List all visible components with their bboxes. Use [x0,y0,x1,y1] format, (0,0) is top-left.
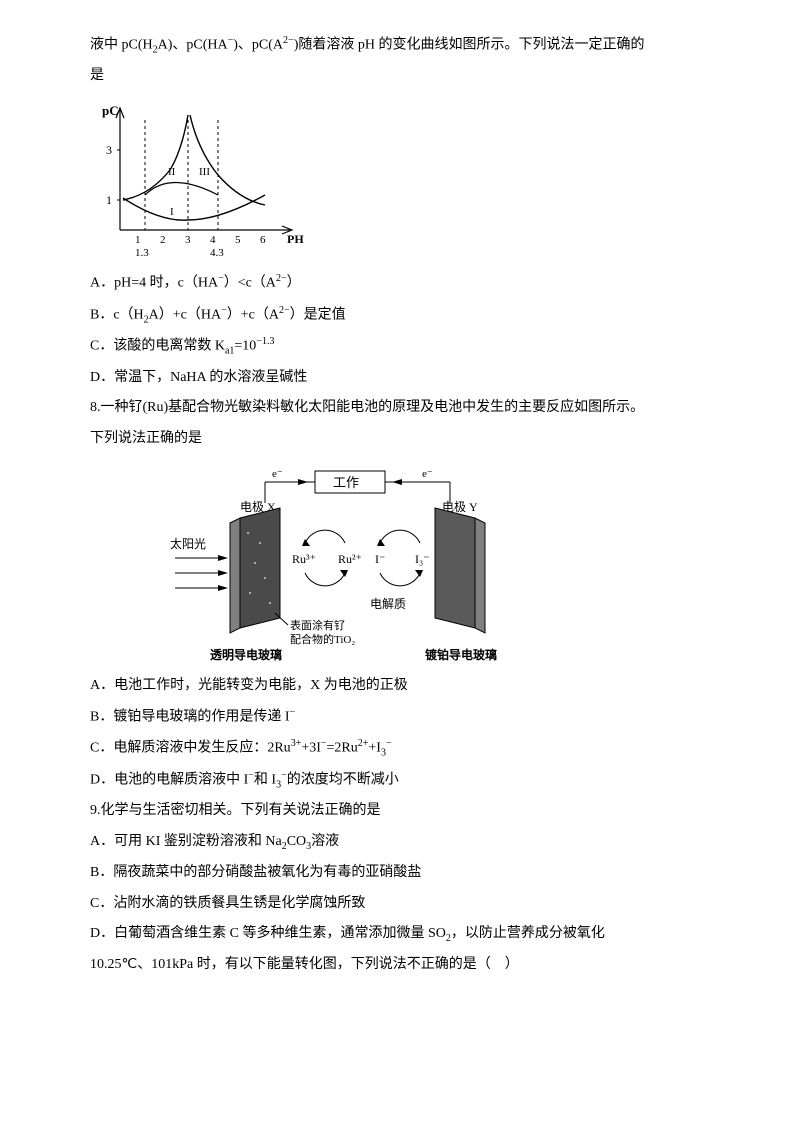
ytick: 3 [106,143,112,157]
t: 液中 pC(H [90,38,153,53]
t: D．电池的电解质溶液中 I [90,772,248,787]
svg-text:Ru²⁺: Ru²⁺ [338,552,362,566]
q8-opt-d: D．电池的电解质溶液中 I−和 I3−的浓度均不断减小 [90,765,710,796]
t: A．pH=4 时，c（HA [90,276,218,291]
t: )随着溶液 pH 的变化曲线如图所示。下列说法一定正确的 [294,38,645,53]
xtick: 1 [135,234,141,246]
xtick: 4 [210,234,216,246]
t: CO [287,834,306,849]
pc-ph-chart: pC 1 3 1 2 3 4 5 6 PH 1.3 4.3 I [90,100,710,260]
glass-left-label: 透明导电玻璃 [210,647,282,662]
t: D．白葡萄酒含维生素 C 等多种维生素，通常添加微量 SO [90,926,446,941]
svg-text:e⁻: e⁻ [422,468,433,480]
tio2-label-a: 表面涂有钌 [290,618,345,632]
q9-opt-d: D．白葡萄酒含维生素 C 等多种维生素，通常添加微量 SO2，以防止营养成分被氧… [90,919,710,950]
sub: a1 [225,346,234,357]
electrolyte-label: 电解质 [370,597,406,611]
q7-opt-c: C．该酸的电离常数 Ka1=10−1.3 [90,331,710,362]
q9-opt-a: A．可用 KI 鉴别淀粉溶液和 Na2CO3溶液 [90,827,710,858]
t: 溶液 [311,834,339,849]
t: +3I [301,741,321,756]
t: B．c（H [90,307,144,322]
tio2-label-b: 配合物的TiO₂ [290,632,355,646]
t: ）<c（A [224,276,276,291]
intro-line1: 液中 pC(H2A)、pC(HA−)、pC(A2−)随着溶液 pH 的变化曲线如… [90,30,710,61]
svg-text:II: II [168,166,176,178]
q8-line2: 下列说法正确的是 [90,424,710,455]
t: =2Ru [327,741,358,756]
sub: 3 [381,748,386,759]
ytick: 1 [106,193,112,207]
sup: 2− [279,305,290,316]
sup: − [386,738,392,749]
glass-right-label: 镀铂导电玻璃 [425,647,497,662]
q8-opt-c: C．电解质溶液中发生反应：2Ru3++3I−=2Ru2++I3− [90,733,710,764]
work-label: 工作 [333,475,359,490]
xtick: 5 [235,234,241,246]
vtick: 1.3 [135,247,149,259]
svg-text:I: I [170,206,174,218]
t: C．电解质溶液中发生反应：2Ru [90,741,291,756]
t: ，以防止营养成分被氧化 [451,926,605,941]
vtick: 4.3 [210,247,224,259]
svg-text:III: III [199,166,210,178]
q7-opt-b: B．c（H2A）+c（HA−）+c（A2−）是定值 [90,300,710,331]
sup: 2− [283,35,294,46]
t: 和 I [254,772,276,787]
t: +I [368,741,381,756]
q7-opt-d: D．常温下，NaHA 的水溶液呈碱性 [90,363,710,394]
x-label: PH [287,232,304,246]
sup: − [290,707,296,718]
t: ） [287,276,301,291]
xtick: 3 [185,234,191,246]
q9-title: 9.化学与生活密切相关。下列有关说法正确的是 [90,796,710,827]
q10-text: 10.25℃、101kPa 时，有以下能量转化图，下列说法不正确的是（ ） [90,950,710,981]
t: A)、pC(HA [158,38,228,53]
curve-3 [190,115,265,205]
intro-line2: 是 [90,61,710,92]
xtick: 2 [160,234,166,246]
q8-opt-a: A．电池工作时，光能转变为电能，X 为电池的正极 [90,671,710,702]
q8-line1: 8.一种钌(Ru)基配合物光敏染料敏化太阳能电池的原理及电池中发生的主要反应如图… [90,393,710,424]
y-label: pC [102,103,119,118]
q9-opt-c: C．沾附水滴的铁质餐具生锈是化学腐蚀所致 [90,889,710,920]
t: B．镀铂导电玻璃的作用是传递 I [90,709,290,724]
q7-opt-a: A．pH=4 时，c（HA−）<c（A2−） [90,268,710,299]
svg-text:e⁻: e⁻ [272,468,283,480]
sup: −1.3 [256,336,274,347]
svg-text:Ru³⁺: Ru³⁺ [292,552,316,566]
xtick: 6 [260,234,266,246]
svg-text:I⁻: I⁻ [375,552,385,566]
solar-cell-diagram: 工作 e⁻ e⁻ 电极 X 电极 Y [90,463,710,663]
t: )、pC(A [233,38,283,53]
t: =10 [234,339,256,354]
svg-text:I₃⁻: I₃⁻ [415,552,430,566]
q8-opt-b: B．镀铂导电玻璃的作用是传递 I− [90,702,710,733]
curve-1 [123,195,265,220]
sup: 2− [276,273,287,284]
t: C．该酸的电离常数 K [90,339,225,354]
sup: 3+ [291,738,302,749]
t: 的浓度均不断减小 [287,772,399,787]
t: A）+c（HA [149,307,221,322]
t: ）是定值 [290,307,346,322]
t: ）+c（A [227,307,279,322]
sup: 2+ [358,738,369,749]
q9-opt-b: B．隔夜蔬菜中的部分硝酸盐被氧化为有毒的亚硝酸盐 [90,858,710,889]
sun-label: 太阳光 [170,536,206,551]
t: A．可用 KI 鉴别淀粉溶液和 Na [90,834,282,849]
